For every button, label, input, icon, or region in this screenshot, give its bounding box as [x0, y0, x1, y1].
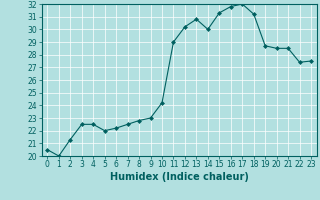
X-axis label: Humidex (Indice chaleur): Humidex (Indice chaleur)	[110, 172, 249, 182]
